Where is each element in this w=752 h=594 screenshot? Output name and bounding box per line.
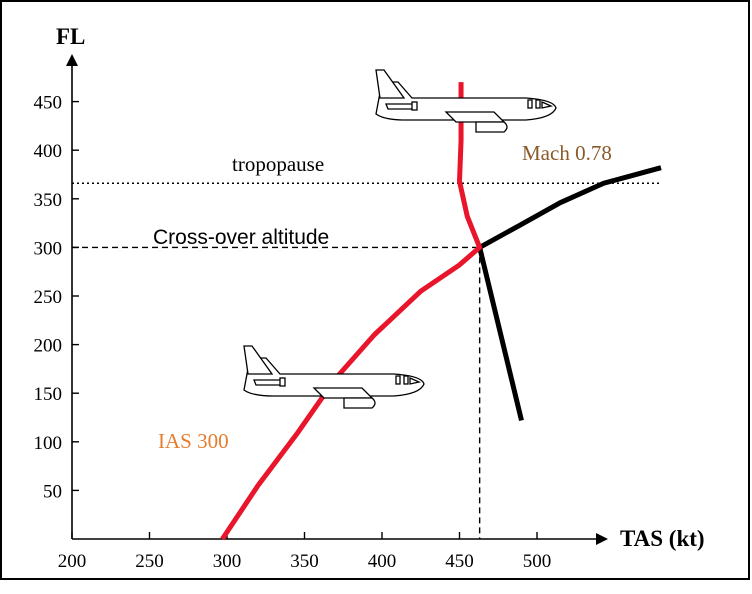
y-tick-label: 200 — [34, 336, 63, 357]
y-tick-label: 400 — [34, 141, 63, 162]
series-mach-label: Mach 0.78 — [522, 141, 612, 165]
x-tick-label: 400 — [368, 551, 397, 572]
x-ticks: 200 250 300 350 400 450 500 — [58, 532, 552, 572]
y-tick-label: 300 — [34, 238, 63, 259]
x-tick-label: 200 — [58, 551, 87, 572]
y-tick-label: 350 — [34, 190, 63, 211]
airplane-icon — [375, 69, 557, 133]
y-axis-title: FL — [56, 24, 85, 49]
y-tick-label: 250 — [34, 287, 63, 308]
y-tick-label: 100 — [34, 433, 63, 454]
x-tick-label: 450 — [445, 551, 474, 572]
airplane-icon — [243, 345, 425, 409]
y-tick-label: 150 — [34, 384, 63, 405]
x-tick-label: 350 — [290, 551, 319, 572]
x-axis-title: TAS (kt) — [620, 526, 705, 551]
figure-frame — [0, 0, 750, 580]
x-tick-label: 300 — [213, 551, 242, 572]
y-tick-label: 450 — [34, 93, 63, 114]
y-tick-label: 50 — [43, 481, 62, 502]
series-mach-line — [478, 165, 662, 250]
series-mach-descent-branch — [477, 246, 524, 422]
series-ias-label: IAS 300 — [158, 429, 229, 453]
crossover-altitude-label: Cross-over altitude — [153, 226, 329, 249]
tropopause-label: tropopause — [232, 152, 324, 176]
x-axis-arrowhead — [596, 533, 608, 545]
x-tick-label: 250 — [135, 551, 164, 572]
series-ias-line — [220, 82, 483, 541]
x-tick-label: 500 — [523, 551, 552, 572]
y-axis-arrowhead — [66, 54, 78, 66]
